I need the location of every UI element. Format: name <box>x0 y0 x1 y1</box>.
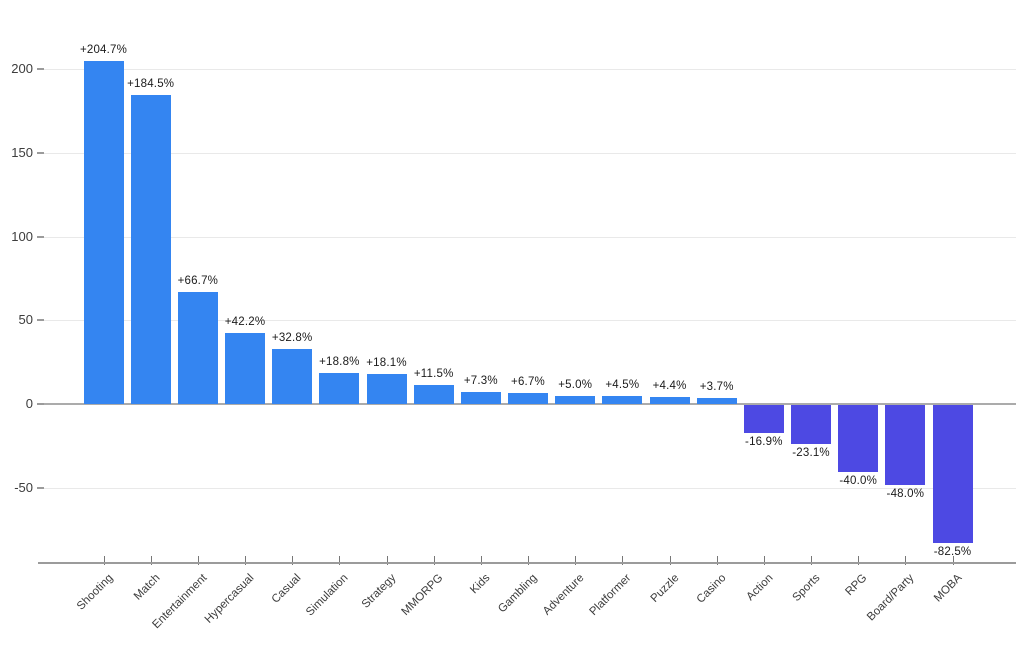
x-tick-mark <box>763 556 765 565</box>
bar-kids <box>460 391 501 404</box>
y-tick-mark <box>37 151 44 154</box>
bar-platformer <box>602 396 643 404</box>
x-tick-mark <box>339 556 341 565</box>
bar-gambling <box>508 392 549 404</box>
x-tick-mark <box>575 556 577 565</box>
y-tick-label: 0 <box>25 396 33 411</box>
bar-action <box>743 405 784 434</box>
bar-casual <box>272 349 313 404</box>
bar-value-label: +32.8% <box>271 332 313 345</box>
y-tick-label: 50 <box>18 312 33 328</box>
bar-adventure <box>555 395 596 404</box>
bar-value-label: +4.4% <box>652 379 687 392</box>
y-tick-mark <box>37 403 44 405</box>
bar-entertainment <box>177 292 218 404</box>
x-tick-mark <box>150 556 152 565</box>
x-tick-mark <box>811 556 813 565</box>
x-tick-mark <box>103 556 105 565</box>
bar-rpg <box>838 405 879 472</box>
x-tick-mark <box>197 556 199 565</box>
bar-casino <box>696 397 737 404</box>
gridline <box>44 236 1016 238</box>
y-tick-label: 150 <box>11 144 33 160</box>
bar-value-label: -16.9% <box>745 436 783 449</box>
gridline <box>44 320 1016 322</box>
bar-simulation <box>319 372 360 404</box>
bar-match <box>130 94 171 404</box>
y-tick-label: -50 <box>14 479 33 495</box>
x-tick-mark <box>245 556 246 565</box>
bar-value-label: -23.1% <box>792 446 830 459</box>
bar-value-label: +11.5% <box>413 367 454 380</box>
bar-mmorpg <box>413 384 454 404</box>
x-tick-mark <box>716 556 718 565</box>
x-tick-mark <box>528 556 530 565</box>
x-tick-mark <box>952 556 954 565</box>
x-tick-mark <box>622 556 624 565</box>
x-tick-mark <box>905 556 907 565</box>
bar-strategy <box>366 373 407 404</box>
x-tick-mark <box>669 556 671 565</box>
y-tick-label: 100 <box>11 228 33 244</box>
bar-value-label: +7.3% <box>463 374 498 387</box>
bar-value-label: +18.1% <box>366 356 407 369</box>
bar-value-label: +4.5% <box>605 379 640 392</box>
bar-value-label: +66.7% <box>177 275 219 288</box>
bar-value-label: +42.2% <box>224 316 266 329</box>
zero-gridline <box>44 403 1016 405</box>
bar-puzzle <box>649 396 690 404</box>
x-tick-mark <box>480 556 482 565</box>
gridline <box>44 487 1016 489</box>
y-tick-mark <box>37 235 44 238</box>
bar-value-label: +3.7% <box>699 380 734 393</box>
y-tick-label: 200 <box>11 61 33 76</box>
bar-value-label: -48.0% <box>886 488 925 501</box>
x-tick-mark <box>858 556 860 565</box>
y-tick-mark <box>37 319 44 322</box>
bar-value-label: +6.7% <box>511 375 545 388</box>
gridline <box>44 152 1016 154</box>
bar-value-label: +204.7% <box>79 44 128 57</box>
bar-value-label: +184.5% <box>127 77 175 90</box>
bar-hypercasual <box>225 333 265 404</box>
bar-moba <box>932 405 973 544</box>
bar-value-label: +18.8% <box>319 355 360 368</box>
bar-shooting <box>83 61 124 404</box>
bar-value-label: -82.5% <box>933 546 972 559</box>
bar-sports <box>791 405 832 444</box>
bar-value-label: +5.0% <box>558 378 593 391</box>
x-tick-mark <box>386 556 388 565</box>
y-tick-mark <box>37 68 44 70</box>
x-tick-mark <box>292 556 294 565</box>
x-axis-line <box>38 562 1016 564</box>
gridline <box>44 69 1016 70</box>
bar-board-party <box>885 405 926 486</box>
bar-value-label: -40.0% <box>839 475 878 487</box>
y-tick-mark <box>37 486 44 489</box>
x-tick-mark <box>433 556 435 565</box>
